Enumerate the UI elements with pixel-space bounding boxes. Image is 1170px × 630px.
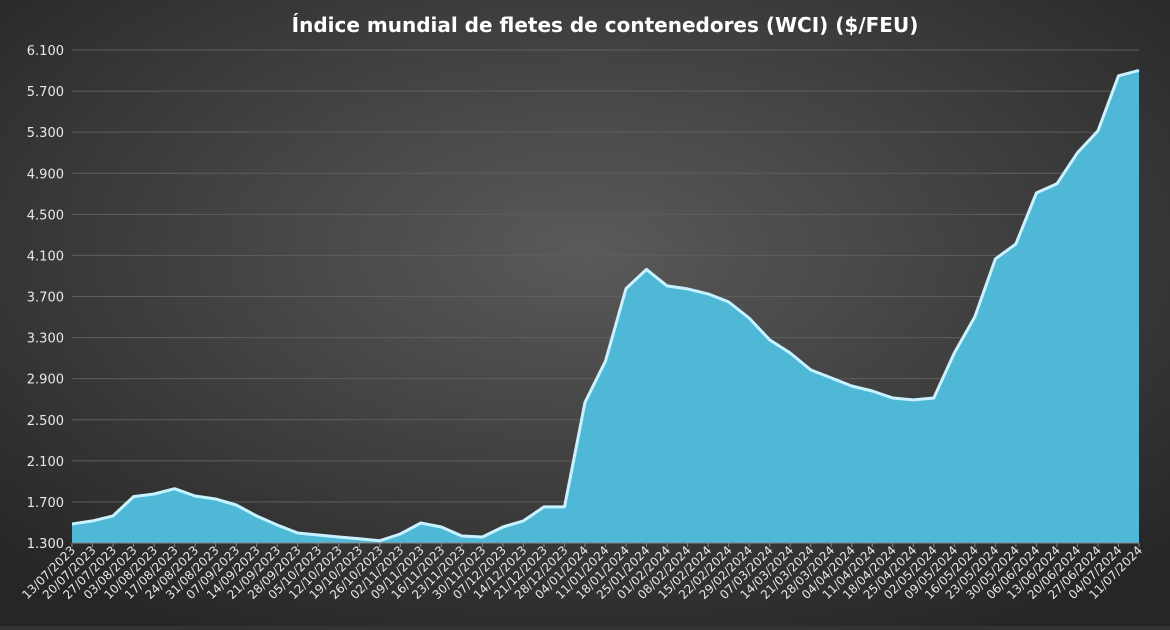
y-tick-label: 3.700 <box>27 291 64 306</box>
area-line <box>71 68 1140 543</box>
y-tick-label: 1.700 <box>27 496 64 511</box>
y-tick-label: 2.500 <box>27 414 64 429</box>
y-tick-label: 4.100 <box>27 249 64 264</box>
y-tick-label: 2.100 <box>27 455 64 470</box>
y-tick-label: 6.100 <box>27 44 64 59</box>
area <box>72 70 1139 544</box>
y-tick-label: 5.700 <box>27 85 64 100</box>
y-tick-label: 1.300 <box>27 537 64 552</box>
y-tick-label: 3.300 <box>27 332 64 347</box>
chart-title: Índice mundial de fletes de contenedores… <box>292 13 919 37</box>
y-tick-label: 4.900 <box>27 167 64 182</box>
y-tick-label: 4.500 <box>27 208 64 223</box>
y-tick-label: 2.900 <box>27 373 64 388</box>
y-tick-label: 5.300 <box>27 126 64 141</box>
